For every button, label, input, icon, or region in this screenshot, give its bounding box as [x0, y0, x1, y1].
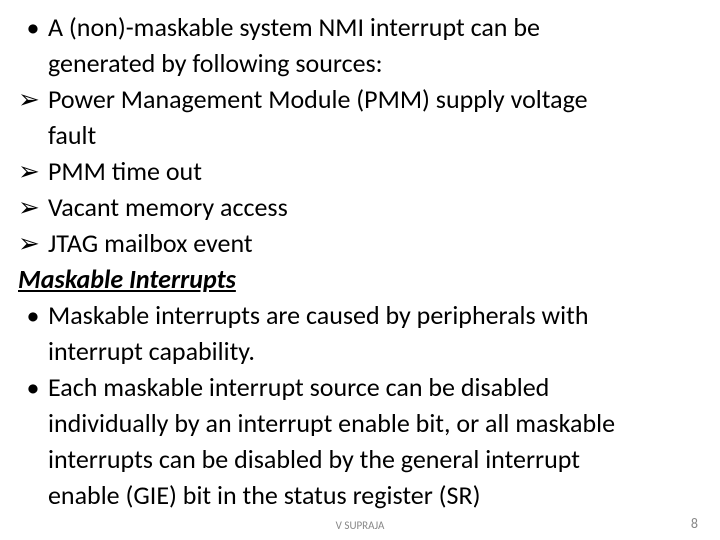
dot-icon: • [18, 298, 48, 332]
body-text: JTAG mailbox event [48, 226, 253, 260]
bullet-line-1: • A (non)-maskable system NMI interrupt … [18, 10, 702, 44]
dot-icon: • [18, 10, 48, 44]
body-text: interrupt capability. [18, 334, 255, 368]
arrow-icon: ➢ [18, 82, 48, 116]
bullet-line-3-cont2: interrupts can be disabled by the genera… [18, 442, 702, 476]
body-text: PMM time out [48, 154, 202, 188]
bullet-line-3: • Each maskable interrupt source can be … [18, 370, 702, 404]
footer-page-number: 8 [691, 515, 698, 532]
body-text: interrupts can be disabled by the genera… [18, 442, 580, 476]
dot-icon: • [18, 370, 48, 404]
section-heading: Maskable Interrupts [18, 262, 702, 296]
arrow-line-4: ➢ JTAG mailbox event [18, 226, 702, 260]
bullet-line-3-cont3: enable (GIE) bit in the status register … [18, 478, 702, 512]
body-text: Each maskable interrupt source can be di… [48, 370, 549, 404]
arrow-icon: ➢ [18, 154, 48, 188]
body-text: enable (GIE) bit in the status register … [18, 478, 480, 512]
footer-author: V SUPRAJA [0, 519, 720, 532]
body-text: fault [18, 118, 96, 152]
arrow-line-3: ➢ Vacant memory access [18, 190, 702, 224]
arrow-icon: ➢ [18, 226, 48, 260]
body-text: A (non)-maskable system NMI interrupt ca… [48, 10, 540, 44]
body-text: Power Management Module (PMM) supply vol… [48, 82, 588, 116]
body-text: Maskable interrupts are caused by periph… [48, 298, 588, 332]
arrow-line-1: ➢ Power Management Module (PMM) supply v… [18, 82, 702, 116]
arrow-icon: ➢ [18, 190, 48, 224]
body-text: Vacant memory access [48, 190, 288, 224]
body-text: individually by an interrupt enable bit,… [18, 406, 615, 440]
bullet-line-2: • Maskable interrupts are caused by peri… [18, 298, 702, 332]
bullet-line-2-cont: interrupt capability. [18, 334, 702, 368]
bullet-line-3-cont: individually by an interrupt enable bit,… [18, 406, 702, 440]
slide-content: • A (non)-maskable system NMI interrupt … [0, 0, 720, 540]
body-text: generated by following sources: [18, 46, 383, 80]
arrow-line-2: ➢ PMM time out [18, 154, 702, 188]
bullet-line-1-cont: generated by following sources: [18, 46, 702, 80]
arrow-line-1-cont: fault [18, 118, 702, 152]
